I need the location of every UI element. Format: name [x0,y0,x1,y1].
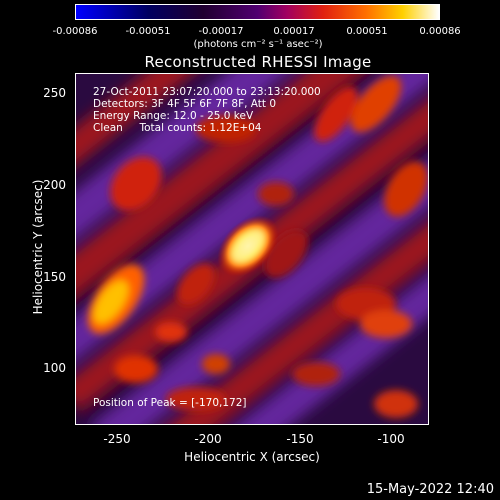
colorbar-tick: -0.00086 [52,26,98,37]
info-clean-counts: Clean Total counts: 1.12E+04 [93,122,262,134]
colorbar-tick: 0.00017 [273,26,315,37]
info-peak-position: Position of Peak = [-170,172] [93,397,247,409]
x-tick-label: -250 [103,432,131,446]
generated-timestamp: 15-May-2022 12:40 [366,482,494,497]
y-tick-label: 200 [43,178,66,192]
image-title: Reconstructed RHESSI Image [144,53,372,71]
colorbar-tick: -0.00051 [125,26,171,37]
colorbar-tick: -0.00017 [198,26,244,37]
colorbar-unit: (photons cm⁻² s⁻¹ asec⁻²) [193,39,323,50]
colorbar-tick: 0.00051 [346,26,388,37]
colorbar-tick: 0.00086 [419,26,461,37]
y-tick-label: 150 [43,270,66,284]
y-axis-label: Heliocentric Y (arcsec) [31,179,45,315]
info-time-range: 27-Oct-2011 23:07:20.000 to 23:13:20.000 [93,86,321,98]
info-energy-range: Energy Range: 12.0 - 25.0 keV [93,110,254,122]
rhessi-image [75,73,429,425]
x-tick-label: -150 [286,432,314,446]
y-tick-label: 100 [43,361,66,375]
x-tick-label: -200 [194,432,222,446]
x-tick-label: -100 [377,432,405,446]
rhessi-image-render [76,74,428,424]
y-tick-label: 250 [43,86,66,100]
x-axis-label: Heliocentric X (arcsec) [184,450,320,464]
info-detectors: Detectors: 3F 4F 5F 6F 7F 8F, Att 0 [93,98,277,110]
colorbar [75,4,440,20]
